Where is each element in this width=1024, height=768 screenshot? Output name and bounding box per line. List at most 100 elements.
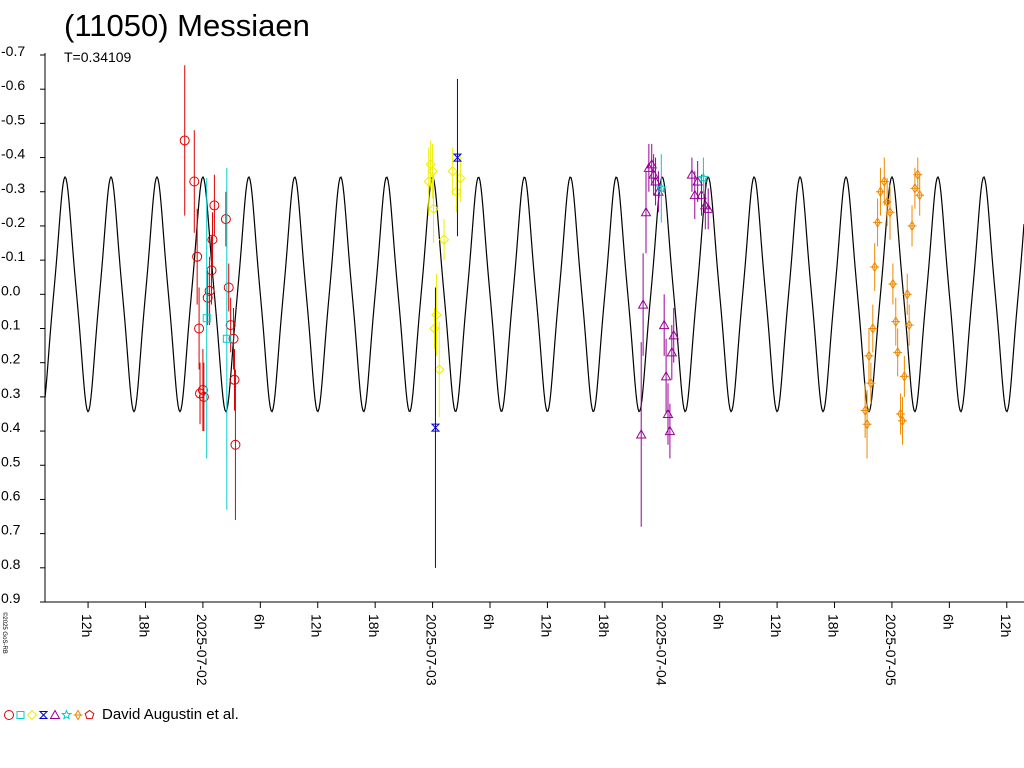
- data-point: [192, 251, 203, 262]
- y-tick-label: -0.7: [1, 43, 25, 59]
- data-point: [660, 370, 672, 381]
- data-point: [904, 319, 914, 331]
- x-tick-label: 12h: [998, 614, 1014, 637]
- marker-diamond: [911, 182, 919, 194]
- x-tick-label: 12h: [768, 614, 784, 637]
- data-point: [229, 374, 240, 385]
- data-point: [179, 135, 190, 146]
- data-point: [915, 189, 925, 201]
- data-point: [429, 323, 440, 334]
- data-point: [189, 176, 200, 187]
- marker-diamond: [894, 346, 901, 358]
- data-point: [888, 278, 898, 290]
- data-point: [427, 166, 438, 177]
- marker-diamond: [874, 217, 881, 228]
- marker-diamond: [865, 350, 873, 362]
- data-point: [907, 220, 917, 232]
- marker-diamond: [886, 206, 894, 218]
- marker-diamond: [867, 377, 875, 389]
- y-tick-label: -0.4: [1, 146, 25, 162]
- data-point: [197, 385, 208, 396]
- data-point: [451, 186, 462, 197]
- model-curve: [44, 175, 1024, 413]
- data-point: [643, 162, 655, 172]
- data-point: [198, 391, 209, 402]
- data-point: [899, 370, 909, 382]
- legend-marker-cross-diamond: [73, 709, 83, 721]
- x-tick-label: 6h: [481, 614, 497, 630]
- x-tick-label: 12h: [79, 614, 95, 637]
- x-tick-label: 2025-07-04: [653, 614, 669, 686]
- x-tick-label: 6h: [940, 614, 956, 630]
- data-point: [228, 333, 239, 344]
- x-tick-label: 18h: [596, 614, 612, 637]
- marker-diamond: [916, 189, 923, 201]
- data-point: [202, 292, 213, 303]
- data-point: [868, 323, 878, 334]
- series-0: [179, 65, 241, 520]
- legend-marker-triangle: [49, 709, 61, 719]
- x-tick-label: 18h: [366, 614, 382, 637]
- data-point: [870, 261, 880, 273]
- data-point: [640, 206, 652, 217]
- chart-title: (11050) Messiaen: [64, 8, 310, 43]
- data-point: [902, 288, 912, 300]
- data-point: [220, 214, 231, 225]
- data-point: [434, 364, 445, 375]
- x-tick-label: 18h: [826, 614, 842, 637]
- data-point: [668, 329, 680, 340]
- x-tick-label: 6h: [711, 614, 727, 630]
- y-tick-label: -0.3: [1, 180, 25, 196]
- x-tick-label: 6h: [251, 614, 267, 630]
- y-tick-label: 0.8: [1, 556, 21, 572]
- y-tick-label: 0.5: [1, 453, 21, 469]
- x-tick-label: 18h: [136, 614, 152, 637]
- data-point: [195, 388, 206, 399]
- marker-diamond: [869, 323, 877, 334]
- data-point: [438, 234, 450, 245]
- data-points-layer: [179, 65, 925, 568]
- marker-diamond: [889, 278, 897, 290]
- y-tick-label: 0.1: [1, 317, 21, 333]
- legend-marker-pentagon: [84, 709, 95, 720]
- marker-diamond: [877, 186, 884, 198]
- y-tick-label: -0.6: [1, 77, 25, 93]
- data-point: [431, 309, 442, 321]
- legend-symbols: [4, 709, 95, 721]
- marker-diamond: [863, 418, 871, 430]
- x-tick-label: 2025-07-03: [424, 614, 440, 686]
- data-point: [230, 439, 241, 450]
- data-point: [423, 176, 434, 187]
- marker-diamond: [899, 415, 906, 427]
- y-tick-label: 0.0: [1, 282, 21, 298]
- data-point: [209, 200, 220, 211]
- y-tick-label: 0.6: [1, 487, 21, 503]
- legend-marker-star: [60, 709, 73, 720]
- y-tick-label: -0.5: [1, 111, 25, 127]
- x-tick-label: 12h: [309, 614, 325, 637]
- chart-subtitle: T=0.34109: [64, 49, 132, 65]
- data-point: [862, 418, 872, 430]
- series-5: [655, 154, 709, 223]
- legend-marker-hourglass: [38, 711, 49, 719]
- legend-text: David Augustin et al.: [102, 705, 239, 723]
- y-tick-label: -0.1: [1, 248, 25, 264]
- y-tick-label: 0.2: [1, 351, 21, 367]
- legend-marker-circle: [4, 710, 14, 720]
- marker-diamond: [914, 169, 922, 181]
- lightcurve-plot: -0.7 -0.6 -0.5 -0.4 -0.3 -0.2 -0.1 0.0 0.1 0.2 0.3…: [1, 43, 1024, 686]
- marker-diamond: [892, 316, 900, 328]
- marker-diamond: [903, 288, 911, 300]
- data-point: [222, 334, 231, 343]
- y-tick-label: 0.4: [1, 419, 21, 435]
- y-tick-label: -0.2: [1, 214, 25, 230]
- data-point: [692, 175, 704, 186]
- marker-diamond: [908, 220, 916, 232]
- data-point: [202, 314, 211, 323]
- x-tick-label: 2025-07-05: [883, 614, 899, 686]
- series-2: [423, 140, 466, 418]
- data-point: [689, 189, 701, 200]
- data-point: [223, 282, 234, 293]
- marker-diamond: [905, 319, 913, 331]
- data-point: [697, 172, 709, 183]
